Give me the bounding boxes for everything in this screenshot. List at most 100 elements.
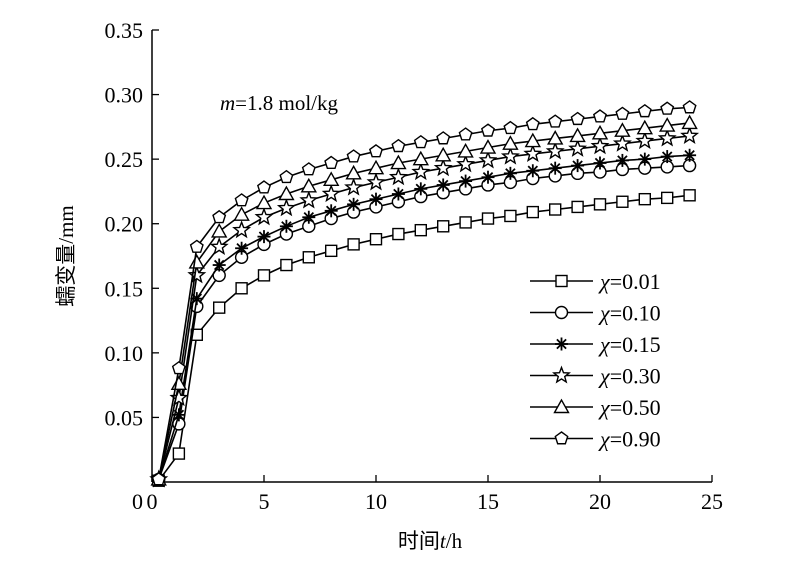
- triangle-marker: [457, 142, 474, 158]
- square-marker: [172, 447, 186, 460]
- pentagon-marker: [570, 111, 585, 126]
- square-marker: [526, 205, 539, 219]
- square-marker: [302, 251, 315, 264]
- triangle-marker: [681, 114, 698, 130]
- x-axis-title-var: t: [440, 529, 447, 553]
- triangle-marker: [188, 254, 205, 269]
- triangle-marker: [255, 194, 273, 210]
- legend-entry: χ=0.90: [530, 427, 661, 452]
- pentagon-marker: [436, 131, 451, 145]
- square-marker: [571, 200, 584, 214]
- star-marker: [680, 125, 700, 144]
- pentagon-marker: [301, 162, 316, 176]
- legend-label-value: =0.10: [610, 301, 661, 326]
- pentagon-marker: [554, 431, 569, 445]
- annotation-var: m: [220, 91, 235, 115]
- asterisk-marker: [212, 258, 226, 272]
- square-marker: [593, 198, 607, 211]
- square-marker: [661, 191, 674, 205]
- legend-label-value: =0.01: [610, 269, 661, 294]
- asterisk-marker: [369, 192, 383, 206]
- legend-entry: χ=0.01: [530, 269, 661, 294]
- asterisk-marker: [555, 337, 568, 351]
- legend-label-value: =0.90: [610, 427, 661, 452]
- star-marker: [209, 236, 229, 256]
- star-marker: [388, 167, 408, 186]
- annotation-text: =1.8 mol/kg: [235, 91, 338, 115]
- asterisk-marker: [257, 230, 271, 244]
- legend-label: χ=0.90: [598, 427, 661, 452]
- pentagon-marker: [151, 472, 166, 486]
- asterisk-marker: [302, 210, 316, 224]
- legend-label: χ=0.10: [598, 301, 661, 326]
- x-axis-title-prefix: 时间: [398, 529, 440, 553]
- triangle-marker: [323, 171, 340, 187]
- legend-entry: χ=0.30: [530, 364, 661, 389]
- x-tick-label: 10: [365, 489, 387, 514]
- asterisk-stroke: [415, 183, 427, 195]
- pentagon-marker: [391, 138, 406, 153]
- asterisk-marker: [683, 148, 697, 162]
- triangle-marker: [412, 150, 429, 166]
- y-tick-label: 0.20: [105, 212, 144, 237]
- x-axis-title: 时间t/h: [398, 529, 463, 553]
- x-axis-title-suffix: /h: [446, 529, 463, 553]
- star-marker: [568, 138, 588, 157]
- star-marker: [500, 146, 520, 165]
- star-marker: [552, 365, 571, 384]
- asterisk-stroke: [617, 155, 628, 166]
- asterisk-stroke: [173, 409, 185, 421]
- series-asterisk: [152, 148, 697, 486]
- square-marker: [683, 189, 696, 202]
- square-marker: [481, 212, 495, 225]
- star-marker: [456, 154, 476, 173]
- pentagon-marker: [171, 360, 186, 375]
- asterisk-stroke: [437, 179, 449, 191]
- legend-entry: χ=0.10: [530, 301, 661, 326]
- asterisk-stroke: [549, 162, 561, 174]
- pentagon-marker: [368, 144, 384, 158]
- star-marker: [612, 133, 632, 152]
- triangle-marker: [547, 130, 564, 145]
- asterisk-stroke: [527, 165, 539, 176]
- x-tick-label: 0: [147, 489, 158, 514]
- asterisk-marker: [660, 150, 674, 164]
- triangle-marker: [591, 124, 609, 140]
- triangle-marker: [233, 206, 250, 221]
- asterisk-marker: [638, 152, 652, 166]
- asterisk-stroke: [482, 171, 494, 183]
- star-marker: [657, 128, 677, 147]
- pentagon-marker: [637, 103, 652, 118]
- x-tick-label: 15: [477, 489, 499, 514]
- asterisk-marker: [414, 182, 428, 196]
- asterisk-stroke: [236, 243, 247, 254]
- asterisk-marker: [526, 164, 540, 178]
- pentagon-marker: [346, 149, 361, 163]
- pentagon-marker: [458, 127, 473, 141]
- pentagon-marker: [480, 123, 496, 137]
- legend-label-value: =0.15: [610, 332, 661, 357]
- legend-label-var: χ: [598, 301, 611, 326]
- square-marker: [414, 223, 427, 237]
- asterisk-marker: [391, 187, 405, 201]
- origin-tick-label: 0: [132, 489, 143, 514]
- triangle-marker: [367, 159, 385, 175]
- asterisk-stroke: [281, 221, 292, 232]
- legend-label: χ=0.15: [598, 332, 661, 357]
- asterisk-stroke: [684, 150, 695, 161]
- legend-label-value: =0.30: [610, 364, 661, 389]
- legend-label: χ=0.30: [598, 364, 661, 389]
- square-marker: [212, 301, 226, 314]
- triangle-marker: [345, 164, 362, 180]
- asterisk-stroke: [572, 160, 583, 171]
- triangle-marker: [569, 127, 586, 143]
- pentagon-marker: [525, 116, 540, 131]
- asterisk-stroke: [556, 338, 567, 350]
- asterisk-stroke: [639, 153, 651, 165]
- triangle-marker: [479, 139, 497, 154]
- triangle-marker: [636, 119, 653, 135]
- triangle-marker: [390, 154, 407, 170]
- x-tick-label: 25: [701, 489, 723, 514]
- asterisk-marker: [436, 178, 450, 192]
- asterisk-stroke: [393, 188, 404, 200]
